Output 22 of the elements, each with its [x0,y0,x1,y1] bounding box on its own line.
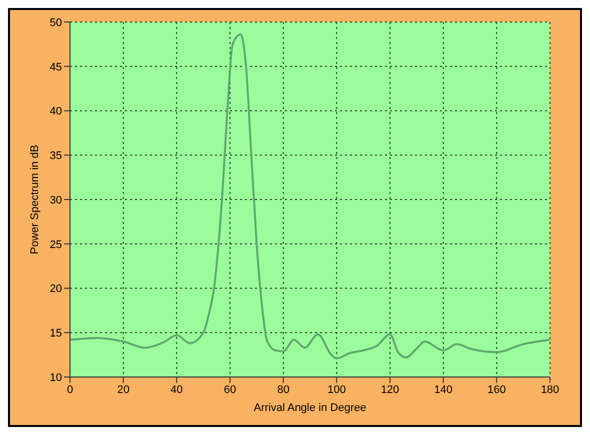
y-tick-label: 35 [50,150,62,162]
y-tick-label: 50 [50,16,62,29]
x-tick-label: 40 [170,384,183,396]
y-tick-label: 45 [50,61,62,74]
x-tick-label: 60 [224,384,236,396]
y-tick-label: 30 [50,194,62,206]
x-tick-label: 120 [380,384,400,396]
x-tick-label: 0 [66,384,74,396]
y-tick-label: 25 [50,238,62,251]
y-tick-label: 40 [50,106,62,118]
x-tick-label: 160 [487,384,506,396]
y-tick-label: 10 [50,372,62,384]
y-tick-label: 20 [50,283,62,296]
x-tick-label: 180 [540,384,560,396]
x-tick-label: 140 [434,384,453,396]
y-tick-label: 15 [50,328,62,340]
y-axis-title: Power Spectrum in dB [28,144,41,254]
x-tick-label: 20 [117,384,130,396]
x-tick-label: 80 [277,384,290,396]
line-series [70,33,550,360]
x-tick-label: 100 [327,384,346,396]
x-axis-title: Arrival Angle in Degree [254,402,366,414]
